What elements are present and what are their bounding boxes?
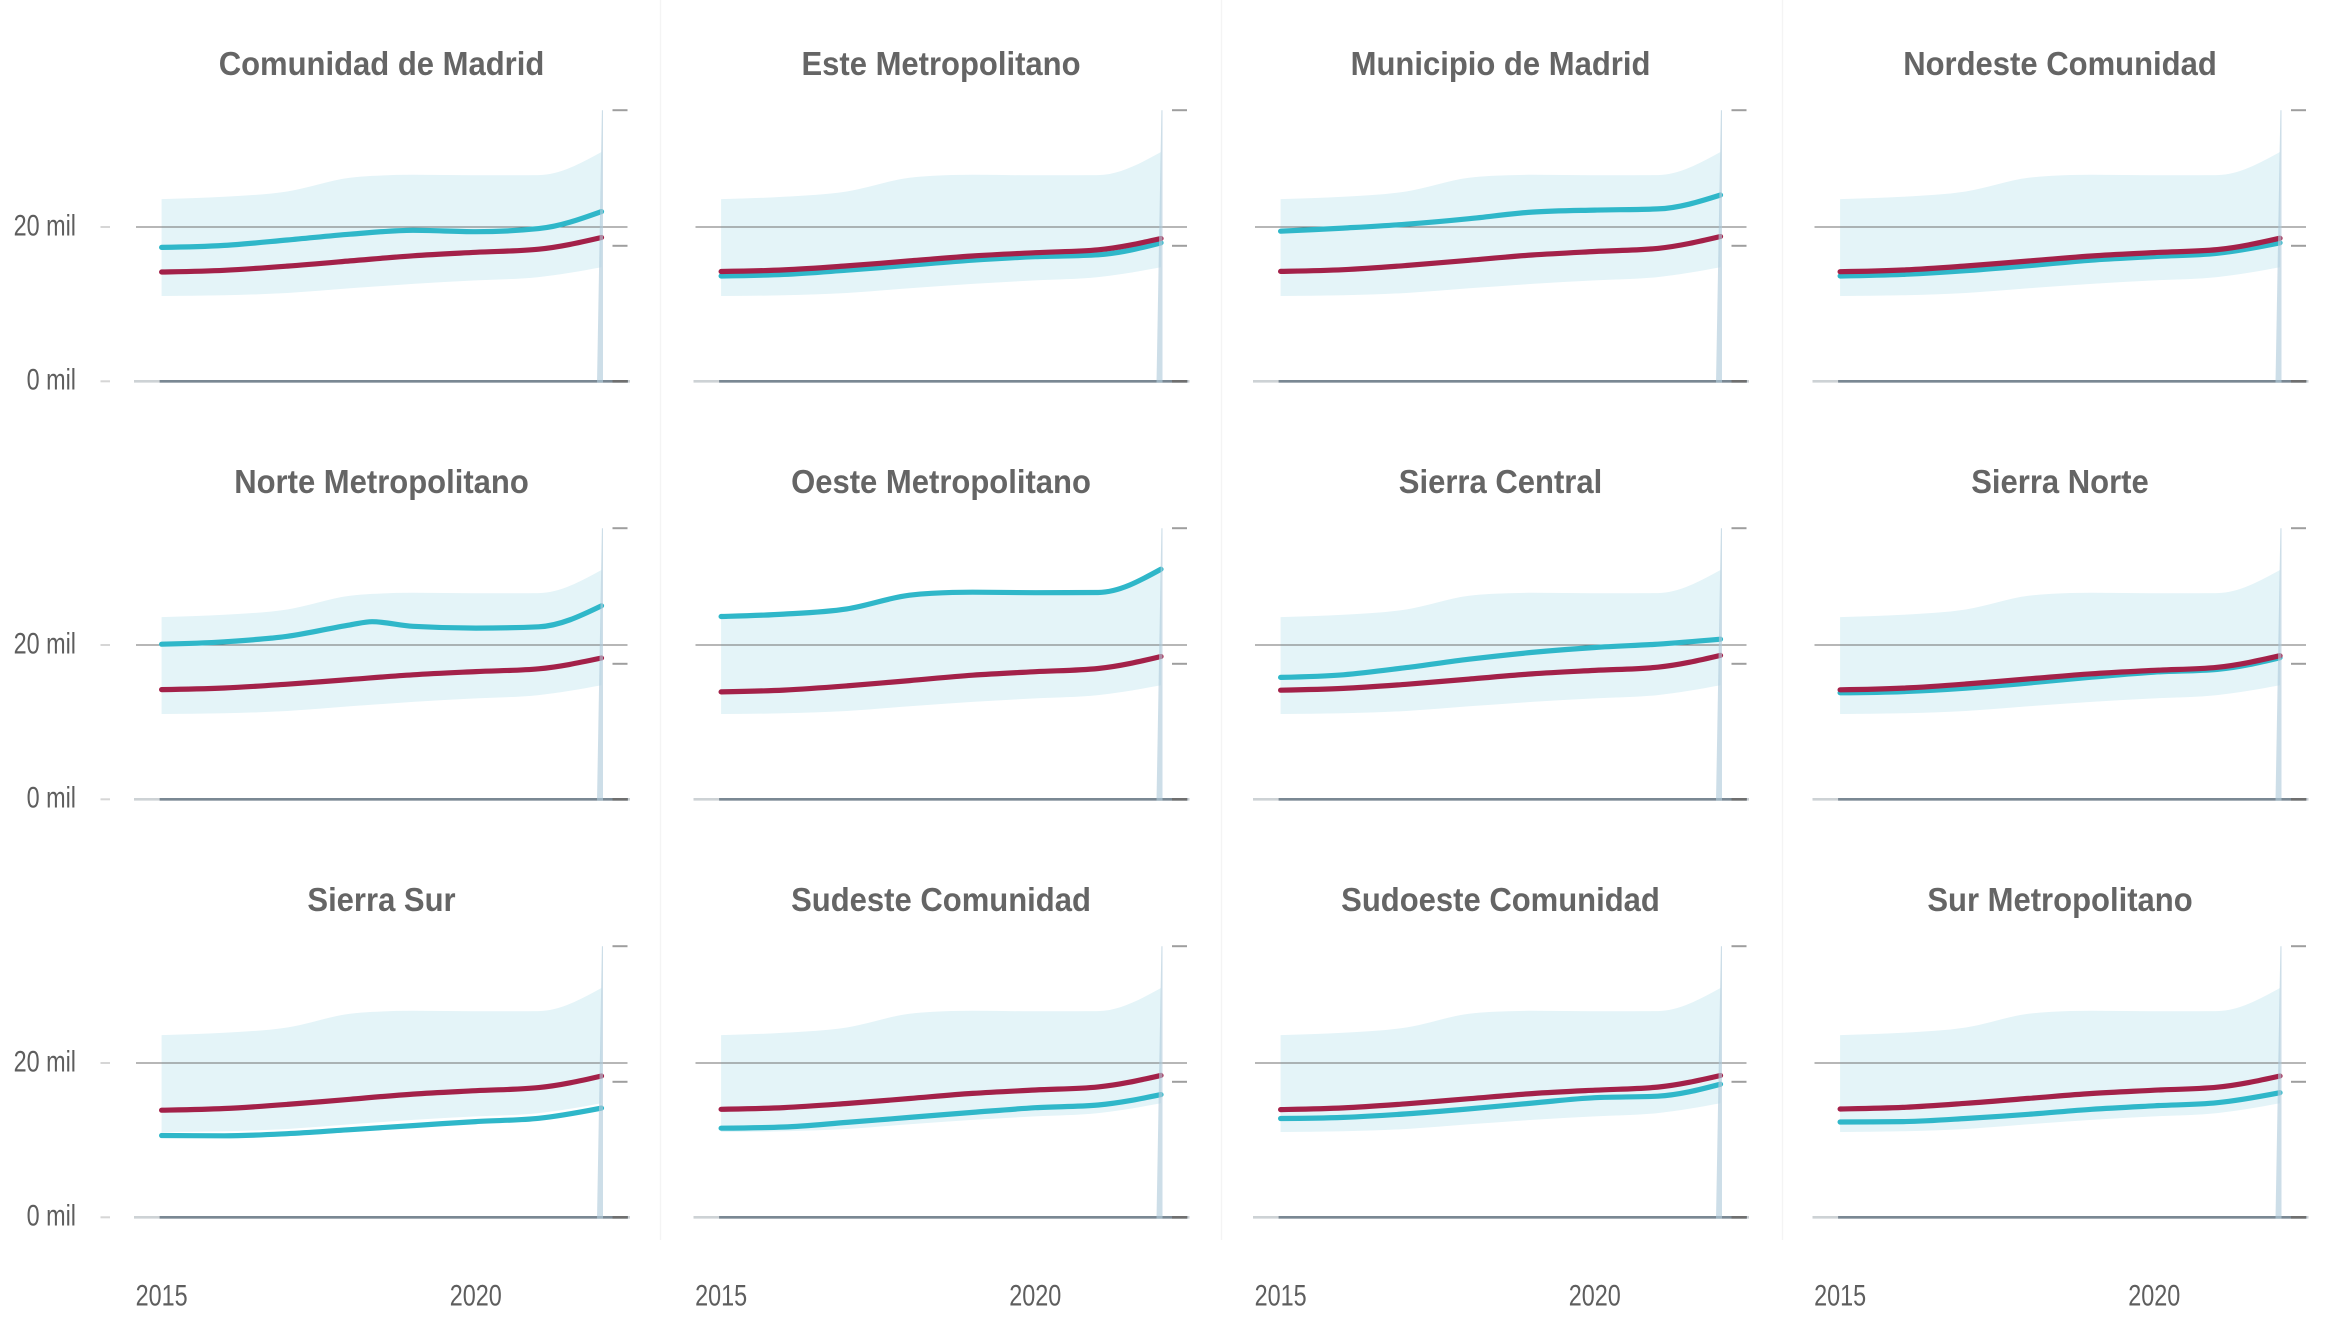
- svg-text:0 mil: 0 mil: [27, 363, 76, 396]
- svg-text:2020: 2020: [1569, 1279, 1621, 1312]
- svg-text:Nordeste Comunidad: Nordeste Comunidad: [1903, 45, 2217, 82]
- svg-text:2015: 2015: [1814, 1279, 1866, 1312]
- svg-text:20 mil: 20 mil: [14, 627, 76, 660]
- svg-text:Sudeste Comunidad: Sudeste Comunidad: [791, 881, 1091, 918]
- svg-text:Oeste Metropolitano: Oeste Metropolitano: [791, 463, 1091, 500]
- svg-text:Sierra Norte: Sierra Norte: [1971, 463, 2149, 500]
- svg-text:2020: 2020: [1009, 1279, 1061, 1312]
- svg-text:0 mil: 0 mil: [27, 1199, 76, 1232]
- svg-text:0 mil: 0 mil: [27, 781, 76, 814]
- svg-text:Sierra Central: Sierra Central: [1399, 463, 1602, 500]
- svg-text:Comunidad de Madrid: Comunidad de Madrid: [219, 45, 545, 82]
- svg-text:2015: 2015: [695, 1279, 747, 1312]
- svg-text:2015: 2015: [1255, 1279, 1307, 1312]
- svg-text:2020: 2020: [2128, 1279, 2180, 1312]
- svg-text:Sierra Sur: Sierra Sur: [307, 881, 455, 918]
- svg-text:2015: 2015: [136, 1279, 188, 1312]
- svg-text:Norte Metropolitano: Norte Metropolitano: [234, 463, 529, 500]
- svg-text:20 mil: 20 mil: [14, 1045, 76, 1078]
- svg-text:Sudoeste Comunidad: Sudoeste Comunidad: [1341, 881, 1660, 918]
- svg-text:Este Metropolitano: Este Metropolitano: [801, 45, 1080, 82]
- svg-text:Sur Metropolitano: Sur Metropolitano: [1927, 881, 2192, 918]
- svg-text:Municipio de Madrid: Municipio de Madrid: [1351, 45, 1651, 82]
- svg-text:20 mil: 20 mil: [14, 209, 76, 242]
- svg-text:2020: 2020: [450, 1279, 502, 1312]
